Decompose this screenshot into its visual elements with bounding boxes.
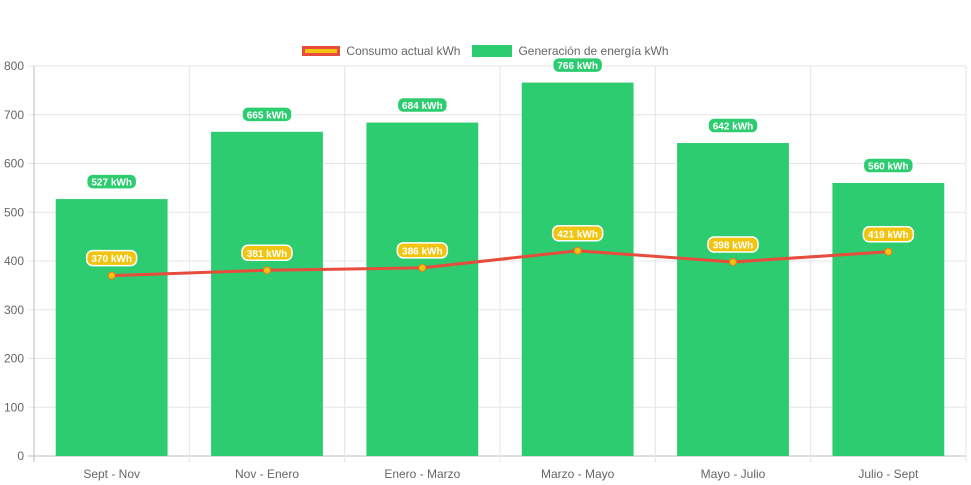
legend-item-generacion[interactable]: Generación de energía kWh (472, 44, 669, 58)
x-tick-label: Julio - Sept (858, 467, 919, 481)
line-data-label-bg (707, 236, 759, 253)
line-point (884, 247, 893, 256)
legend-label-generacion: Generación de energía kWh (518, 44, 669, 58)
line-data-label-text: 398 kWh (713, 240, 754, 251)
x-tick-label: Sept - Nov (83, 467, 140, 481)
bar-data-label-text: 527 kWh (91, 178, 132, 189)
bar-data-label-bg (396, 96, 449, 114)
bar-data-label-text: 684 kWh (402, 101, 443, 112)
y-tick-label: 300 (4, 303, 24, 317)
y-tick-label: 0 (17, 449, 24, 463)
bar-data-label: 527 kWh (85, 173, 138, 190)
bar-data-label-text: 642 kWh (713, 122, 754, 133)
bar-data-label: 560 kWh (862, 157, 915, 174)
bar-data-label-bg (862, 157, 915, 174)
line-point (418, 263, 427, 272)
line-point (263, 266, 271, 275)
bar (677, 143, 789, 456)
line-point (107, 271, 116, 280)
line-data-label-text: 370 kWh (91, 254, 132, 265)
bar-data-label-text: 766 kWh (557, 61, 598, 72)
bar (366, 122, 479, 457)
y-tick-label: 800 (4, 59, 24, 73)
line-data-label-text: 419 kWh (868, 230, 909, 241)
line-data-label-bg (85, 249, 138, 267)
bar-data-label: 665 kWh (241, 106, 293, 123)
x-tick-label: Marzo - Mayo (541, 467, 615, 481)
line-data-label: 386 kWh (396, 242, 449, 259)
legend-swatch-consumo (302, 46, 341, 56)
x-tick-label: Nov - Enero (235, 467, 299, 481)
line-data-label: 421 kWh (551, 225, 604, 242)
line-data-label: 370 kWh (85, 249, 138, 267)
bar (55, 199, 168, 456)
line-data-label-text: 381 kWh (247, 249, 288, 260)
line-data-label: 398 kWh (707, 236, 759, 253)
bar-data-label-bg (241, 106, 293, 123)
line-data-label-bg (241, 244, 293, 262)
line-data-label-text: 386 kWh (402, 246, 443, 257)
chart-legend: Consumo actual kWh Generación de energía… (0, 42, 971, 60)
legend-label-consumo: Consumo actual kWh (346, 44, 461, 58)
line-data-label-bg (862, 225, 915, 243)
line-data-label: 381 kWh (241, 244, 293, 262)
legend-item-consumo[interactable]: Consumo actual kWh (302, 44, 460, 58)
line-data-label: 419 kWh (862, 225, 915, 243)
y-tick-label: 600 (4, 157, 24, 171)
bar-data-label-bg (85, 173, 138, 190)
x-tick-label: Mayo - Julio (701, 467, 766, 481)
line-point (729, 257, 737, 266)
bar (211, 131, 323, 456)
x-tick-label: Enero - Marzo (384, 467, 460, 481)
y-tick-label: 200 (4, 352, 24, 366)
y-tick-label: 100 (4, 400, 24, 414)
legend-swatch-generacion (472, 45, 513, 57)
y-tick-label: 500 (4, 205, 24, 219)
bar (832, 183, 945, 456)
line-point (573, 246, 582, 255)
line-data-label-bg (396, 242, 449, 259)
line-data-label-bg (551, 225, 604, 242)
y-tick-label: 400 (4, 254, 24, 268)
bar-data-label-text: 665 kWh (247, 110, 288, 121)
bar-data-label: 766 kWh (551, 56, 604, 74)
line-data-label-text: 421 kWh (557, 229, 598, 240)
bar-data-label-bg (707, 117, 759, 134)
bar-data-label-bg (551, 56, 604, 74)
bar-data-label: 642 kWh (707, 117, 759, 134)
y-tick-label: 700 (4, 108, 24, 122)
line-series (111, 249, 889, 278)
bar (521, 82, 634, 456)
bar-data-label-text: 560 kWh (868, 162, 909, 173)
bar-data-label: 684 kWh (396, 96, 449, 114)
